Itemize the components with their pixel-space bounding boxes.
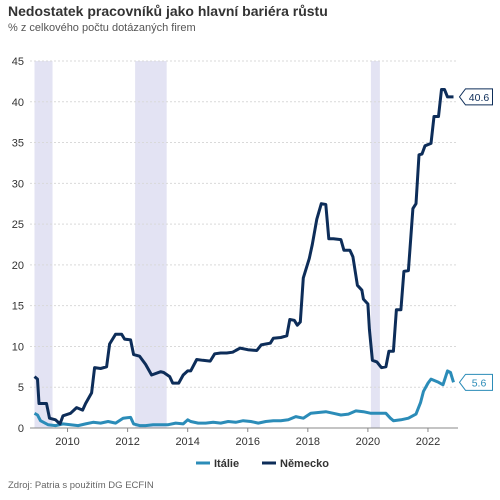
legend-label-1: Německo	[280, 458, 329, 470]
legend: Itálie Německo	[196, 458, 329, 470]
chart-title: Nedostatek pracovníků jako hlavní bariér…	[8, 3, 328, 19]
y-tick-label-10: 10	[12, 341, 24, 353]
y-tick-label-25: 25	[12, 219, 24, 231]
end-label-box-1	[458, 88, 493, 106]
series-lines	[33, 88, 455, 428]
shaded-period-0	[34, 61, 53, 428]
end-label-box-0	[458, 373, 493, 391]
x-tick-label-2014: 2014	[175, 436, 199, 448]
y-tick-label-20: 20	[12, 260, 24, 272]
y-tick-label-35: 35	[12, 138, 24, 150]
shaded-period-1	[135, 61, 167, 428]
x-tick-label-2018: 2018	[296, 436, 320, 448]
x-tick-label-2016: 2016	[236, 436, 260, 448]
end-label-1: 40.6	[469, 92, 490, 104]
series-line-italy	[33, 369, 455, 428]
x-tick-label-2010: 2010	[55, 436, 79, 448]
series-line-germany	[33, 88, 454, 426]
y-tick-label-0: 0	[18, 423, 24, 435]
axes: 0 5 10 15 20 25 30 35 40 45 2010 2012 2014 2016 2018 20…	[12, 56, 458, 448]
end-labels: 5.6 40.6	[458, 88, 493, 391]
legend-label-0: Itálie	[214, 458, 239, 470]
chart-subtitle: % z celkového počtu dotázaných firem	[8, 22, 196, 34]
y-tick-label-45: 45	[12, 56, 24, 68]
x-tick-label-2012: 2012	[115, 436, 139, 448]
x-tick-label-2020: 2020	[356, 436, 380, 448]
y-tick-label-15: 15	[12, 301, 24, 313]
recession-shading	[34, 61, 380, 428]
end-label-0: 5.6	[472, 377, 487, 389]
y-tick-label-30: 30	[12, 178, 24, 190]
y-tick-label-5: 5	[18, 382, 24, 394]
x-tick-label-2022: 2022	[416, 436, 440, 448]
shaded-period-2	[370, 61, 380, 428]
y-tick-label-40: 40	[12, 97, 24, 109]
source-note: Zdroj: Patria s použitím DG ECFIN	[8, 480, 154, 491]
